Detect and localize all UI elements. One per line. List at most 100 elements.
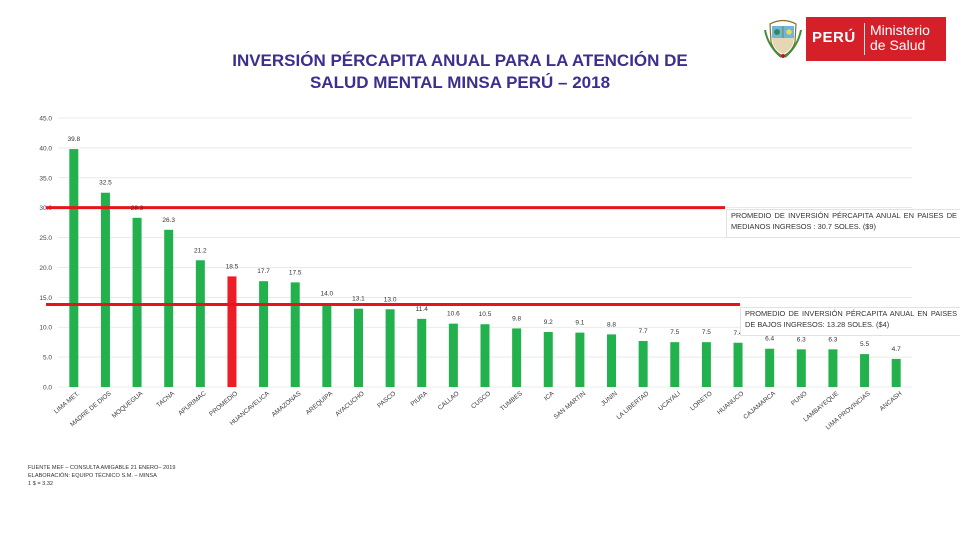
bar-ica <box>543 332 553 387</box>
x-tick-label: CALLAO <box>437 390 461 412</box>
bar-loreto <box>701 342 711 387</box>
value-label: 7.5 <box>702 329 711 336</box>
value-label: 26.3 <box>162 217 175 224</box>
value-label: 17.7 <box>257 268 270 275</box>
value-label: 9.2 <box>544 319 553 326</box>
footer-elaboration: ELABORACIÓN: EQUIPO TÉCNICO S.M. – MINSA <box>28 473 157 479</box>
bar-cajamarca <box>765 348 775 387</box>
bar-apurimac <box>195 260 205 387</box>
x-tick-label: TACNA <box>155 390 176 409</box>
x-tick-label: LIMA MET. <box>53 390 81 415</box>
bar-san-martin <box>575 332 585 387</box>
y-tick-label: 45.0 <box>39 116 52 123</box>
value-label: 6.3 <box>828 336 837 343</box>
logo-separator <box>864 23 865 55</box>
bar-moquegua <box>132 217 142 387</box>
x-tick-label: AMAZONAS <box>271 390 303 418</box>
value-label: 9.8 <box>512 315 521 322</box>
y-tick-label: 30.0 <box>39 205 52 212</box>
peru-coat-of-arms-icon <box>764 19 802 58</box>
bar-tacna <box>164 229 174 387</box>
bar-arequipa <box>322 303 332 387</box>
bar-huancavelica <box>259 281 269 387</box>
footer-exchange-rate: 1 $ = 3.32 <box>28 481 54 487</box>
value-label: 7.5 <box>670 329 679 336</box>
x-tick-label: UCAYALI <box>657 390 682 412</box>
title-line-1: INVERSIÓN PÉRCAPITA ANUAL PARA LA ATENCI… <box>232 51 688 70</box>
x-tick-label: PROMEDIO <box>208 390 239 418</box>
bar-huanuco <box>733 342 743 387</box>
middle-income-average-note: PROMEDIO DE INVERSIÓN PÉRCAPITA ANUAL EN… <box>726 209 960 238</box>
ministry-line-2: de Salud <box>870 37 926 53</box>
source-footer: FUENTE MEF – CONSULTA AMIGABLE 21 ENERO–… <box>28 464 175 488</box>
bar-junin <box>607 334 617 387</box>
y-tick-label: 0.0 <box>43 385 52 392</box>
x-tick-label: CAJAMARCA <box>742 390 777 421</box>
value-label: 8.8 <box>607 321 616 328</box>
x-tick-label: SAN MARTIN <box>553 390 588 421</box>
x-tick-label: ANCASH <box>879 390 904 413</box>
bar-lima-met- <box>69 149 79 387</box>
value-label: 10.6 <box>447 311 460 318</box>
chart-reference-lines <box>46 206 740 307</box>
bar-ancash <box>891 358 901 387</box>
value-label: 6.3 <box>797 336 806 343</box>
x-tick-label: AREQUIPA <box>305 390 335 417</box>
low-income-average-note: PROMEDIO DE INVERSIÓN PÉRCAPITA ANUAL EN… <box>740 307 960 336</box>
x-tick-label: JUNIN <box>600 390 619 408</box>
value-label: 13.1 <box>352 296 365 303</box>
value-label: 28.3 <box>131 205 144 212</box>
value-label: 4.7 <box>892 346 901 353</box>
value-label: 32.5 <box>99 180 112 187</box>
bar-puno <box>796 349 806 387</box>
bar-lima-provincias <box>860 354 870 387</box>
chart-value-labels: 39.8 32.5 28.3 26.3 21.2 18.5 17.7 17.5 14.0 13.1… <box>67 136 901 353</box>
bar-piura <box>417 318 427 387</box>
value-label: 10.5 <box>479 311 492 318</box>
value-label: 14.0 <box>321 290 334 297</box>
y-tick-label: 25.0 <box>39 235 52 242</box>
bar-promedio <box>227 276 237 387</box>
bar-madre-de-dios <box>100 192 110 387</box>
x-tick-label: AYACUCHO <box>334 390 366 418</box>
y-tick-label: 20.0 <box>39 265 52 272</box>
value-label: 21.2 <box>194 247 207 254</box>
y-tick-label: 40.0 <box>39 145 52 152</box>
value-label: 7.4 <box>734 330 743 337</box>
value-label: 11.4 <box>416 306 429 313</box>
peru-wordmark: PERÚ <box>812 29 856 46</box>
value-label: 5.5 <box>860 341 869 348</box>
bar-ucayali <box>670 342 680 387</box>
x-tick-label: TUMBES <box>499 390 524 412</box>
x-tick-label: ICA <box>543 390 556 403</box>
value-label: 17.5 <box>289 269 302 276</box>
x-tick-label: CUSCO <box>470 390 492 410</box>
bar-lambayeque <box>828 349 838 387</box>
value-label: 39.8 <box>67 136 80 143</box>
value-label: 18.5 <box>226 263 239 270</box>
chart-bars <box>69 149 901 387</box>
x-tick-label: PUNO <box>790 390 809 407</box>
y-tick-label: 5.0 <box>43 355 52 362</box>
y-tick-label: 15.0 <box>39 295 52 302</box>
y-tick-label: 35.0 <box>39 175 52 182</box>
bar-amazonas <box>290 282 300 387</box>
bar-tumbes <box>512 328 522 387</box>
title-line-2: SALUD MENTAL MINSA PERÚ – 2018 <box>309 73 611 92</box>
value-label: 6.4 <box>765 336 774 343</box>
x-tick-label: APURIMAC <box>177 390 208 417</box>
ministry-wordmark: Ministerio de Salud <box>870 23 930 53</box>
peru-brand-box: PERÚ Ministerio de Salud <box>806 17 946 61</box>
x-tick-label: MOQUEGUA <box>111 390 145 420</box>
bar-ayacucho <box>353 308 363 387</box>
x-tick-label: LA LIBERTAD <box>615 390 650 421</box>
bar-callao <box>448 323 458 387</box>
bar-la-libertad <box>638 340 648 387</box>
chart-y-ticks: 0.0 5.0 10.0 15.0 20.0 25.0 30.0 35.0 40.0 45.0 <box>39 116 52 392</box>
x-tick-label: HUANUCO <box>716 390 745 416</box>
x-tick-label: PIURA <box>410 390 430 408</box>
bar-cusco <box>480 324 490 387</box>
y-tick-label: 10.0 <box>39 325 52 332</box>
